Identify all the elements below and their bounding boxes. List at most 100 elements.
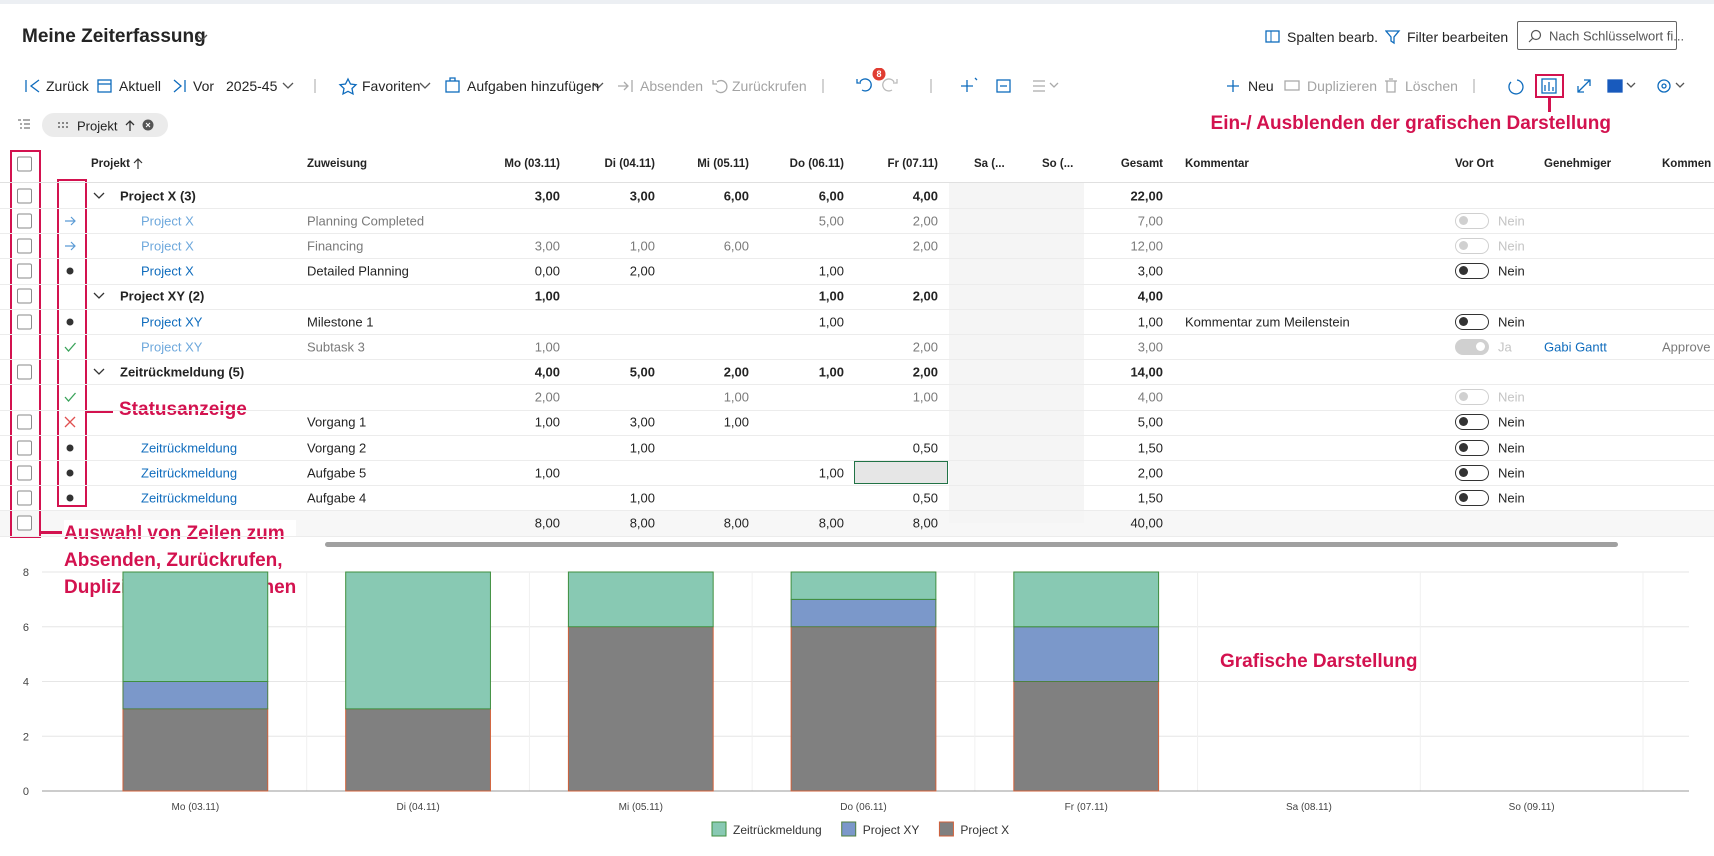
column-header[interactable]: So (...: [1042, 158, 1073, 170]
table-cell: 5,00: [630, 365, 655, 380]
y-tick-label: 6: [23, 622, 29, 634]
row-line: [0, 485, 1714, 486]
project-cell[interactable]: Zeitrückmeldung: [141, 491, 237, 506]
scrollbar[interactable]: [325, 542, 1618, 547]
sort-arrow: [133, 158, 143, 170]
select-all[interactable]: [17, 157, 32, 172]
table-cell: 1,00: [535, 465, 560, 480]
row-checkbox[interactable]: [17, 314, 32, 329]
row-line: [0, 284, 1714, 285]
table-cell: 3,00: [1138, 339, 1163, 354]
row-checkbox[interactable]: [17, 516, 32, 531]
columns-button[interactable]: Spalten bearb.: [1287, 29, 1378, 45]
table-cell: 2,00: [913, 239, 938, 254]
project-cell: Zeitrückmeldung (5): [120, 365, 244, 380]
status-icon: [63, 239, 77, 253]
project-cell[interactable]: Project X: [141, 213, 194, 228]
table-cell: 8,00: [913, 516, 938, 531]
column-header[interactable]: Mo (03.11): [504, 158, 560, 170]
column-header[interactable]: Mi (05.11): [697, 158, 749, 170]
table-cell: 2,00: [535, 390, 560, 405]
filter-button[interactable]: Filter bearbeiten: [1407, 29, 1508, 45]
toolbar-current[interactable]: Aktuell: [119, 78, 161, 94]
column-header[interactable]: Genehmiger: [1544, 158, 1611, 170]
table-cell: 6,00: [819, 188, 844, 203]
group-icon: [17, 118, 31, 130]
toolbar-next[interactable]: Vor: [193, 78, 214, 94]
toggle[interactable]: [1455, 414, 1489, 430]
row-checkbox[interactable]: [17, 440, 32, 455]
row-checkbox[interactable]: [17, 465, 32, 480]
table-cell: Vorgang 1: [307, 415, 366, 430]
title-chevron[interactable]: [196, 34, 208, 42]
project-cell[interactable]: Project X: [141, 264, 194, 279]
project-cell[interactable]: Zeitrückmeldung: [141, 440, 237, 455]
toggle: [1455, 339, 1489, 355]
table-cell: Nein: [1498, 264, 1525, 279]
column-header[interactable]: Kommen: [1662, 158, 1711, 170]
row-checkbox[interactable]: [17, 491, 32, 506]
project-cell[interactable]: Project XY: [141, 339, 202, 354]
expand-chevron[interactable]: [93, 292, 105, 300]
table-cell: 6,00: [724, 239, 749, 254]
project-cell[interactable]: Zeitrückmeldung: [141, 465, 237, 480]
table-cell: 2,00: [724, 365, 749, 380]
bar-segment: [1014, 572, 1159, 627]
row-checkbox[interactable]: [17, 289, 32, 304]
toggle[interactable]: [1455, 465, 1489, 481]
selected-cell[interactable]: [854, 461, 948, 484]
toolbar-back[interactable]: Zurück: [46, 78, 89, 94]
column-header[interactable]: Di (04.11): [605, 158, 656, 170]
x-tick-label: Sa (08.11): [1286, 802, 1332, 813]
toggle[interactable]: [1455, 490, 1489, 506]
toolbar-delete[interactable]: Löschen: [1405, 78, 1458, 94]
project-cell[interactable]: Project X: [141, 239, 194, 254]
toggle[interactable]: [1455, 440, 1489, 456]
column-header[interactable]: Fr (07.11): [888, 158, 939, 170]
column-header[interactable]: Zuweisung: [307, 158, 367, 170]
toolbar-favorites[interactable]: Favoriten: [362, 78, 420, 94]
annotation-chart-toggle: Ein-/ Ausblenden der grafischen Darstell…: [1211, 113, 1611, 135]
column-header[interactable]: Do (06.11): [790, 158, 844, 170]
table-cell: 0,50: [913, 440, 938, 455]
expand-chevron[interactable]: [93, 368, 105, 376]
status-icon: [63, 415, 77, 429]
toolbar-add-tasks[interactable]: Aufgaben hinzufügen: [467, 78, 599, 94]
row-checkbox[interactable]: [17, 365, 32, 380]
row-checkbox[interactable]: [17, 415, 32, 430]
row-checkbox[interactable]: [17, 213, 32, 228]
toolbar-new[interactable]: Neu: [1248, 78, 1274, 94]
table-cell: 8,00: [535, 516, 560, 531]
column-header[interactable]: Sa (...: [974, 158, 1005, 170]
y-tick-label: 4: [23, 677, 29, 689]
column-header[interactable]: Kommentar: [1185, 158, 1249, 170]
column-header[interactable]: Vor Ort: [1455, 158, 1494, 170]
table-cell: 14,00: [1130, 365, 1163, 380]
toggle[interactable]: [1455, 263, 1489, 279]
table-cell: 2,00: [1138, 465, 1163, 480]
toolbar-duplicate[interactable]: Duplizieren: [1307, 78, 1377, 94]
toolbar-period[interactable]: 2025-45: [226, 78, 277, 94]
status-icon: [63, 390, 77, 404]
row-checkbox[interactable]: [17, 264, 32, 279]
project-cell[interactable]: Project XY: [141, 314, 202, 329]
toolbar-recall[interactable]: Zurückrufen: [732, 78, 807, 94]
toggle[interactable]: [1455, 314, 1489, 330]
column-header[interactable]: Gesamt: [1121, 158, 1163, 170]
legend-label: Project XY: [863, 823, 920, 837]
row-line: [0, 233, 1714, 234]
status-icon: [63, 315, 77, 329]
table-cell: Aufgabe 4: [307, 491, 366, 506]
expand-chevron[interactable]: [93, 192, 105, 200]
undo-badge: 8: [873, 68, 885, 80]
toggle: [1455, 389, 1489, 405]
row-line: [0, 536, 1714, 537]
row-checkbox[interactable]: [17, 188, 32, 203]
toolbar-submit[interactable]: Absenden: [640, 78, 703, 94]
table-cell: Nein: [1498, 213, 1525, 228]
row-checkbox[interactable]: [17, 239, 32, 254]
table-cell: Aufgabe 5: [307, 465, 366, 480]
page-title[interactable]: Meine Zeiterfassung: [22, 26, 206, 48]
project-cell: Project X (3): [120, 188, 196, 203]
column-header[interactable]: Projekt: [91, 158, 130, 170]
